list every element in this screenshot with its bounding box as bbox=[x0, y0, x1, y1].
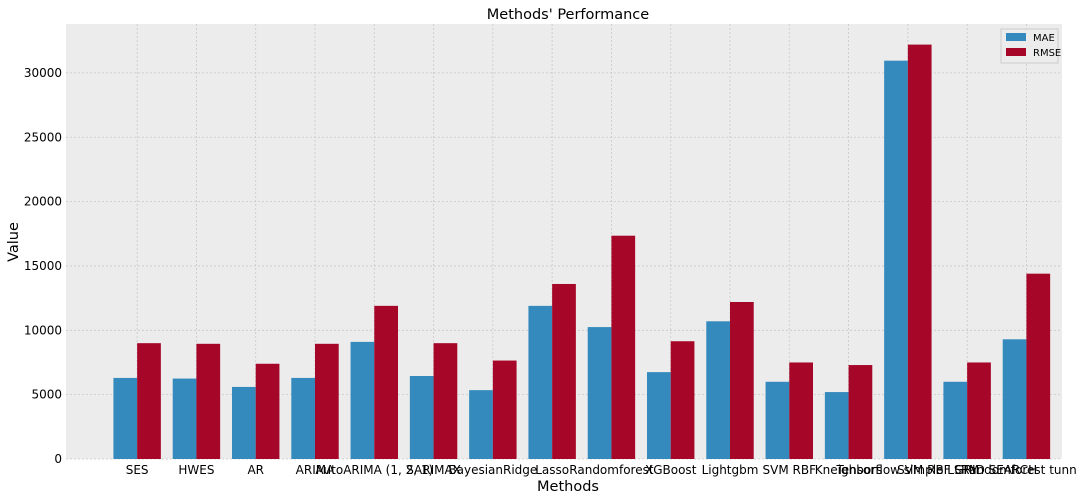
bar-rmse bbox=[907, 44, 932, 460]
x-tick-label: AR bbox=[247, 463, 264, 477]
bar-rmse bbox=[730, 301, 754, 459]
legend-label-mae: MAE bbox=[1033, 33, 1055, 44]
bars bbox=[113, 44, 1051, 460]
bar-mae bbox=[469, 390, 493, 459]
bar-rmse bbox=[137, 343, 161, 459]
bar-mae bbox=[884, 60, 908, 460]
bar-rmse bbox=[670, 341, 695, 459]
bar-mae bbox=[943, 381, 968, 459]
bar-mae bbox=[765, 381, 790, 459]
bar-mae bbox=[824, 392, 849, 459]
bar-rmse bbox=[848, 365, 873, 459]
x-tick-label: SVM RBF GRID SEARCH bbox=[897, 463, 1037, 477]
bar-rmse bbox=[492, 360, 517, 459]
legend-label-rmse: RMSE bbox=[1033, 48, 1061, 59]
chart-title: Methods' Performance bbox=[487, 7, 649, 23]
bar-rmse bbox=[374, 305, 398, 459]
x-tick-label: BayesianRidge bbox=[448, 463, 537, 477]
x-tick-label: Lasso bbox=[535, 463, 569, 477]
bar-rmse bbox=[196, 343, 221, 459]
bar-rmse bbox=[967, 362, 991, 459]
bar-mae bbox=[1002, 339, 1027, 459]
x-tick-label: AutoARIMA (1, 2, 1) bbox=[315, 463, 433, 477]
x-tick-label: Randomforest bbox=[569, 463, 654, 477]
x-axis-label: Methods bbox=[537, 479, 599, 495]
y-tick-label: 15000 bbox=[24, 259, 62, 273]
x-tick-label: SARIMAX bbox=[406, 463, 461, 477]
y-axis-ticks: 0 5000 10000 15000 20000 25000 30000 bbox=[24, 66, 62, 466]
x-tick-label: Kneighbors bbox=[815, 463, 883, 477]
x-tick-label: HWES bbox=[178, 463, 214, 477]
y-tick-label: 0 bbox=[54, 452, 62, 466]
legend-swatch-rmse bbox=[1006, 48, 1026, 56]
bar-rmse bbox=[1026, 273, 1051, 459]
bar-mae bbox=[232, 386, 256, 459]
bar-mae bbox=[706, 321, 730, 459]
y-tick-label: 5000 bbox=[31, 388, 62, 402]
bar-mae bbox=[350, 341, 375, 459]
x-tick-label: ARIMA bbox=[296, 463, 335, 477]
bar-mae bbox=[291, 377, 315, 459]
bar-rmse bbox=[552, 283, 576, 459]
bar-rmse bbox=[611, 235, 636, 459]
y-tick-label: 30000 bbox=[24, 66, 62, 80]
x-tick-label: Randomforest tunned bbox=[961, 463, 1077, 477]
bar-mae bbox=[409, 375, 434, 459]
bar-rmse bbox=[315, 343, 339, 459]
bar-mae bbox=[587, 327, 612, 459]
bar-rmse bbox=[789, 362, 813, 459]
x-tick-label: SES bbox=[126, 463, 149, 477]
bar-mae bbox=[172, 378, 197, 459]
bar-mae bbox=[113, 377, 138, 459]
legend-swatch-mae bbox=[1006, 33, 1026, 41]
x-tick-label: Lightgbm bbox=[702, 463, 759, 477]
bar-mae bbox=[647, 372, 671, 459]
bar-mae bbox=[528, 305, 553, 459]
legend: MAE RMSE bbox=[1000, 28, 1061, 64]
y-tick-label: 25000 bbox=[24, 130, 62, 144]
x-tick-label: SVM RBF bbox=[763, 463, 817, 477]
y-tick-label: 20000 bbox=[24, 195, 62, 209]
y-axis-label: Value bbox=[6, 222, 22, 262]
bar-rmse bbox=[433, 343, 458, 459]
x-tick-label: XGBoost bbox=[645, 463, 697, 477]
bar-rmse bbox=[255, 363, 280, 459]
y-tick-label: 10000 bbox=[24, 323, 62, 337]
x-tick-label: Tensorflow simple LSTM bbox=[835, 463, 979, 477]
